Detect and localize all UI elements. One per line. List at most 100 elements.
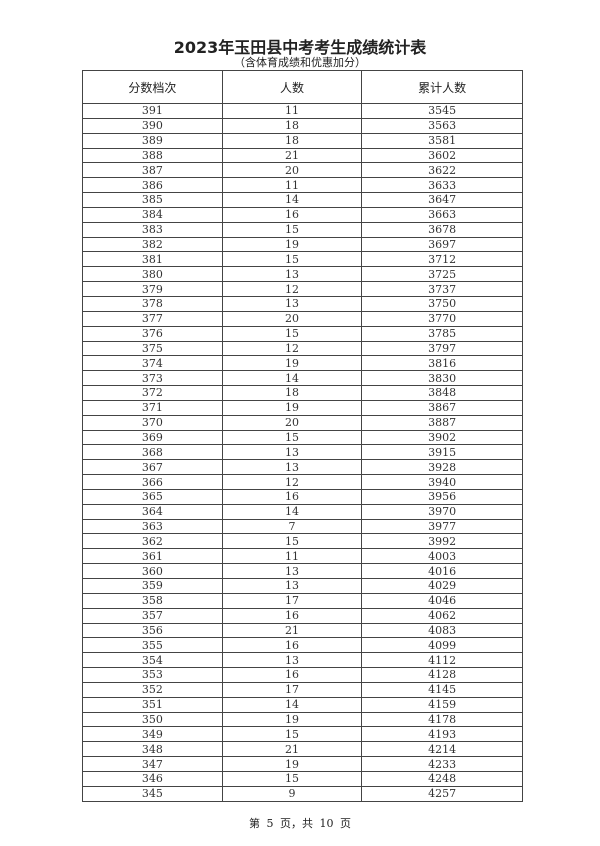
cell-score: 363 (82, 518, 223, 535)
table-row: 382 19 3697 (82, 236, 523, 253)
table-row: 379 12 3737 (82, 281, 523, 297)
cell-score: 349 (82, 726, 223, 743)
table-row: 374 19 3816 (82, 355, 523, 372)
cell-cumulative: 4029 (361, 578, 523, 594)
cell-cumulative: 3697 (361, 236, 523, 253)
cell-cumulative: 3602 (361, 147, 523, 164)
cell-count: 13 (221, 578, 363, 594)
cell-cumulative: 3581 (361, 132, 523, 149)
cell-score: 366 (82, 474, 223, 490)
cell-score: 389 (82, 132, 223, 149)
cell-cumulative: 4178 (361, 711, 523, 728)
cell-score: 378 (82, 295, 223, 312)
cell-count: 19 (221, 355, 363, 372)
cell-score: 382 (82, 236, 223, 253)
cell-score: 390 (82, 117, 223, 134)
cell-score: 355 (82, 637, 223, 654)
cell-cumulative: 3712 (361, 251, 523, 268)
cell-cumulative: 4099 (361, 637, 523, 654)
cell-score: 348 (82, 741, 223, 758)
cell-score: 354 (82, 652, 223, 669)
cell-cumulative: 4046 (361, 592, 523, 609)
table-row: 365 16 3956 (82, 488, 523, 505)
cell-count: 21 (221, 622, 363, 639)
cell-cumulative: 3785 (361, 325, 523, 342)
cell-score: 383 (82, 221, 223, 238)
document-title: 2023年玉田县中考考生成绩统计表 (173, 38, 427, 57)
table-row: 352 17 4145 (82, 681, 523, 698)
cell-cumulative: 4112 (361, 652, 523, 669)
table-row: 369 15 3902 (82, 429, 523, 446)
table-row: 383 15 3678 (82, 221, 523, 238)
cell-count: 15 (221, 221, 363, 238)
cell-count: 15 (221, 325, 363, 342)
table-row: 363 7 3977 (82, 518, 523, 535)
cell-score: 391 (82, 103, 223, 119)
cell-cumulative: 3622 (361, 162, 523, 179)
cell-score: 373 (82, 370, 223, 387)
cell-score: 385 (82, 192, 223, 208)
cell-cumulative: 3647 (361, 192, 523, 208)
cell-score: 379 (82, 281, 223, 297)
cell-count: 15 (221, 533, 363, 550)
cell-count: 7 (221, 518, 363, 535)
cell-cumulative: 3887 (361, 414, 523, 431)
cell-cumulative: 3928 (361, 459, 523, 476)
header-count: 人数 (221, 70, 363, 104)
cell-count: 20 (221, 310, 363, 327)
cell-cumulative: 3563 (361, 117, 523, 134)
cell-count: 14 (221, 192, 363, 208)
table-row: 389 18 3581 (82, 132, 523, 149)
cell-score: 350 (82, 711, 223, 728)
cell-count: 15 (221, 770, 363, 787)
cell-cumulative: 4062 (361, 607, 523, 624)
cell-count: 13 (221, 444, 363, 461)
table-row: 386 11 3633 (82, 177, 523, 194)
table-row: 388 21 3602 (82, 147, 523, 164)
table-row: 357 16 4062 (82, 607, 523, 624)
cell-count: 15 (221, 251, 363, 268)
cell-count: 14 (221, 503, 363, 520)
cell-cumulative: 3737 (361, 281, 523, 297)
cell-count: 15 (221, 429, 363, 446)
cell-cumulative: 4257 (361, 785, 523, 802)
score-table: 分数档次 人数 累计人数 391 11 3545 390 18 3563 389 18 3581… (82, 70, 523, 802)
table-row: 381 15 3712 (82, 251, 523, 268)
cell-cumulative: 3977 (361, 518, 523, 535)
cell-score: 369 (82, 429, 223, 446)
table-row: 354 13 4112 (82, 652, 523, 669)
cell-score: 358 (82, 592, 223, 609)
table-row: 385 14 3647 (82, 192, 523, 208)
cell-cumulative: 3663 (361, 206, 523, 223)
table-row: 355 16 4099 (82, 637, 523, 654)
header-score-level: 分数档次 (82, 70, 223, 104)
cell-score: 388 (82, 147, 223, 164)
cell-score: 377 (82, 310, 223, 327)
table-row: 348 21 4214 (82, 741, 523, 758)
cell-cumulative: 3725 (361, 266, 523, 283)
table-row: 373 14 3830 (82, 370, 523, 387)
cell-score: 374 (82, 355, 223, 372)
cell-count: 13 (221, 295, 363, 312)
cell-count: 15 (221, 726, 363, 743)
cell-cumulative: 3902 (361, 429, 523, 446)
document-subtitle: （含体育成绩和优惠加分） (234, 56, 366, 69)
header-cumulative: 累计人数 (361, 70, 523, 104)
cell-cumulative: 3797 (361, 340, 523, 357)
cell-count: 16 (221, 607, 363, 624)
table-row: 371 19 3867 (82, 399, 523, 416)
cell-count: 11 (221, 177, 363, 194)
cell-count: 16 (221, 637, 363, 654)
table-row: 350 19 4178 (82, 711, 523, 728)
cell-count: 11 (221, 548, 363, 565)
table-row: 375 12 3797 (82, 340, 523, 357)
cell-cumulative: 4159 (361, 696, 523, 713)
cell-cumulative: 4083 (361, 622, 523, 639)
table-row: 370 20 3887 (82, 414, 523, 431)
table-row: 376 15 3785 (82, 325, 523, 342)
cell-score: 362 (82, 533, 223, 550)
cell-count: 21 (221, 741, 363, 758)
cell-cumulative: 4145 (361, 681, 523, 698)
cell-score: 345 (82, 785, 223, 802)
cell-cumulative: 4193 (361, 726, 523, 743)
